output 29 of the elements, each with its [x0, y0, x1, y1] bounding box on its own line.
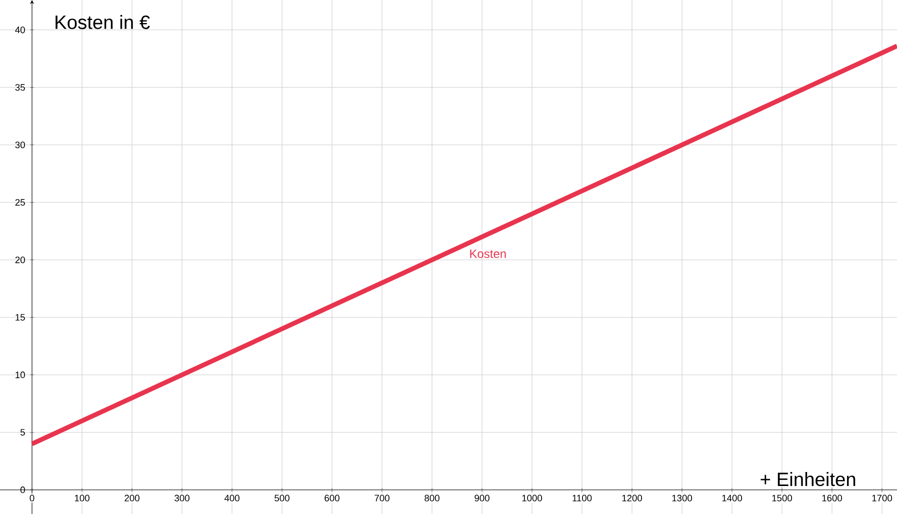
x-tick-label: 1300: [672, 494, 692, 502]
y-tick-label: 5: [20, 429, 25, 436]
y-tick-label: 20: [15, 256, 25, 264]
x-tick-label: 1600: [822, 494, 842, 502]
x-tick-label: 600: [324, 494, 340, 502]
x-tick-label: 100: [74, 494, 90, 502]
x-tick-label: 700: [374, 494, 390, 502]
y-axis-title: Kosten in €: [56, 14, 150, 30]
x-tick-label: 800: [424, 494, 440, 502]
y-tick-label: 15: [16, 314, 25, 321]
x-tick-label: 1700: [872, 494, 892, 502]
x-tick-label: 1500: [772, 494, 792, 502]
x-tick-label: 1100: [572, 494, 592, 502]
x-tick-label: 400: [224, 494, 240, 502]
x-tick-label: 1200: [622, 494, 642, 502]
x-tick-label: 1000: [522, 494, 542, 502]
series-label: Kosten: [470, 250, 506, 258]
y-tick-label: 10: [16, 372, 25, 378]
x-tick-label: 1400: [722, 494, 742, 502]
x-tick-label: 500: [274, 494, 290, 502]
y-tick-label: 35: [15, 84, 25, 91]
y-tick-label: 30: [15, 142, 25, 148]
x-tick-label: 300: [174, 494, 190, 502]
x-tick-label: 0: [30, 494, 34, 502]
y-tick-label: 25: [15, 199, 25, 206]
y-tick-label: 40: [15, 26, 25, 34]
x-axis-title: + Einheiten: [760, 472, 856, 486]
x-tick-label: 200: [124, 494, 140, 502]
x-tick-label: 900: [474, 494, 490, 502]
